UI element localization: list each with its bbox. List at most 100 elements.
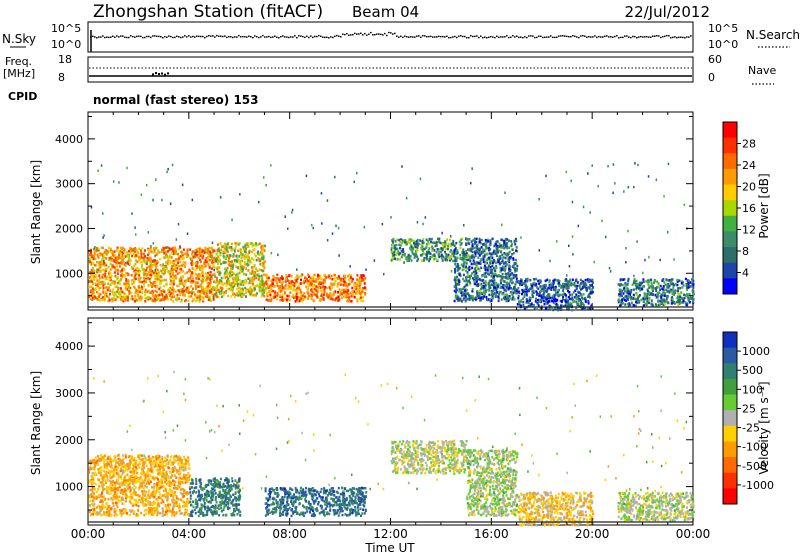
data-cell (97, 247, 100, 251)
data-cell (671, 298, 674, 301)
scatter-cell (102, 212, 104, 215)
data-cell (623, 289, 626, 293)
noise-point (352, 34, 354, 36)
data-cell (223, 242, 226, 246)
data-cell (195, 277, 198, 280)
data-cell (119, 265, 121, 268)
data-cell (230, 270, 233, 274)
data-cell (197, 285, 200, 288)
data-cell (465, 243, 468, 246)
noise-point (184, 35, 186, 37)
data-cell (194, 261, 197, 265)
data-cell (489, 262, 492, 265)
data-cell (116, 272, 119, 275)
data-cell (94, 257, 97, 261)
data-cell (578, 284, 581, 288)
noise-point (524, 36, 526, 38)
data-cell (468, 238, 471, 241)
data-cell (330, 274, 333, 278)
data-cell (475, 277, 478, 280)
noise-point (440, 35, 442, 38)
data-cell (568, 280, 571, 283)
data-cell (474, 242, 476, 246)
data-cell (212, 263, 215, 267)
data-cell (502, 284, 505, 287)
data-cell (586, 278, 589, 281)
data-cell (224, 267, 226, 270)
scatter-cell (647, 175, 650, 178)
data-cell (186, 249, 189, 253)
data-cell (198, 295, 200, 298)
data-cell (230, 264, 233, 268)
data-cell (533, 283, 536, 287)
data-cell (178, 277, 181, 281)
data-cell (208, 265, 211, 268)
data-cell (162, 272, 165, 276)
data-cell (137, 295, 140, 298)
noise-point (422, 35, 424, 37)
data-cell (521, 297, 524, 300)
data-cell (456, 296, 458, 300)
data-cell (248, 249, 251, 253)
data-cell (177, 252, 179, 256)
data-cell (348, 282, 351, 286)
data-cell (562, 282, 565, 286)
data-cell (626, 302, 629, 306)
data-cell (486, 269, 489, 272)
data-cell (463, 296, 466, 300)
data-cell (462, 277, 465, 281)
data-cell (504, 265, 507, 268)
data-cell (190, 279, 193, 282)
noise-point (682, 36, 684, 39)
data-cell (231, 266, 234, 269)
data-cell (337, 295, 340, 299)
data-cell (452, 254, 455, 258)
data-cell (213, 249, 216, 252)
data-cell (182, 283, 184, 286)
data-cell (226, 287, 229, 291)
data-cell (197, 252, 200, 256)
data-cell (250, 266, 253, 269)
data-cell (497, 251, 500, 254)
data-cell (473, 239, 476, 242)
noise-point (128, 36, 130, 39)
data-cell (100, 246, 103, 250)
data-cell (112, 265, 115, 268)
data-cell (251, 244, 254, 247)
data-cell (220, 282, 223, 286)
data-cell (559, 299, 562, 303)
noise-point (360, 32, 362, 34)
data-cell (544, 296, 547, 299)
data-cell (162, 250, 165, 253)
data-cell (499, 279, 502, 282)
data-cell (453, 289, 456, 293)
data-cell (254, 255, 257, 258)
data-cell (224, 270, 227, 274)
data-cell (502, 276, 505, 279)
data-cell (118, 261, 121, 265)
data-cell (295, 292, 298, 296)
data-cell (625, 289, 628, 293)
data-cell (207, 262, 210, 266)
data-cell (324, 278, 327, 281)
data-cell (147, 284, 150, 287)
scatter-cell (155, 178, 157, 181)
data-cell (310, 297, 313, 301)
data-cell (141, 264, 143, 267)
data-cell (455, 287, 458, 290)
data-cell (318, 298, 321, 301)
noise-point (628, 36, 630, 38)
data-cell (165, 255, 168, 259)
data-cell (549, 287, 552, 290)
data-cell (122, 299, 125, 303)
data-cell (178, 297, 180, 300)
data-cell (113, 259, 116, 262)
data-cell (179, 260, 182, 264)
data-cell (281, 299, 284, 302)
data-cell (107, 282, 110, 286)
data-cell (324, 285, 327, 289)
scatter-cell (131, 212, 133, 215)
data-cell (160, 269, 163, 272)
data-cell (449, 259, 451, 262)
data-cell (124, 282, 127, 285)
